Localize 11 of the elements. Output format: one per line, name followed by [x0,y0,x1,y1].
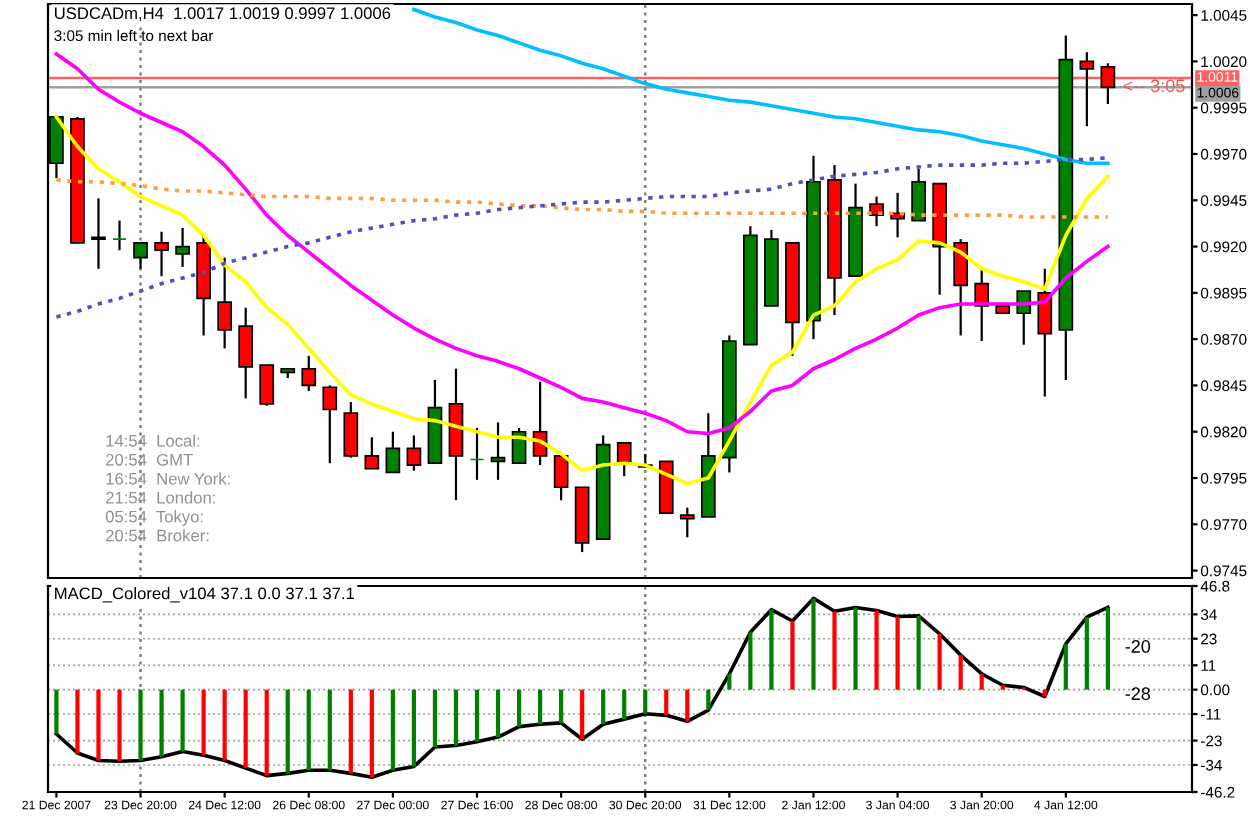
annotation: 05:54 Tokyo: [105,510,203,526]
annotation: 20:54 Broker: [106,529,209,542]
chart-title: MACD_Colored_v104 37.1 0.0 37.1 37.1 [55,587,355,603]
annotation: <-- 3:05 [1123,79,1185,93]
chart-title: USDCADm,H4 1.0017 1.0019 0.9997 1.0006 [55,7,391,22]
text: -28 [1125,687,1151,701]
annotation: 16:54 New York: [106,472,230,485]
text: -20 [1125,640,1151,653]
annotation: 14:54 Local: [106,434,200,447]
annotation: 21:54 London: [106,491,215,504]
annotation: 20:54 GMT [106,453,193,466]
